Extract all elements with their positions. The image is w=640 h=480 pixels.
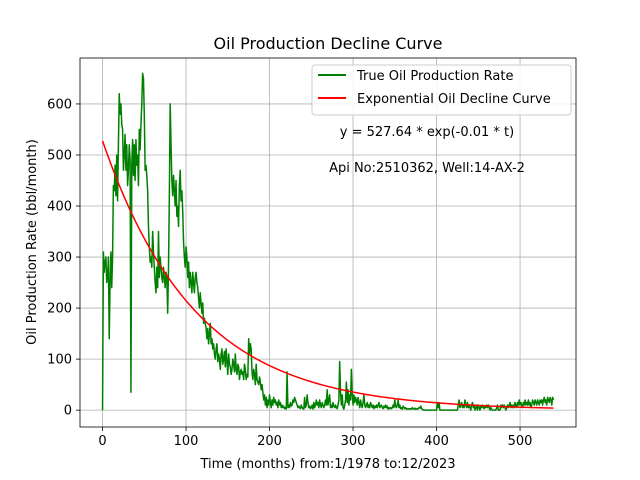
y-tick-label: 600 [47, 97, 72, 112]
legend-label-true-rate: True Oil Production Rate [356, 69, 513, 84]
series-layer [101, 72, 555, 411]
y-tick-label: 100 [47, 353, 72, 368]
x-tick-label: 500 [508, 434, 533, 449]
y-tick-label: 400 [47, 200, 72, 215]
exponential-decline-curve-line [101, 140, 554, 409]
y-axis-label: Oil Production Rate (bbl/month) [25, 139, 40, 345]
plot-area-background [80, 58, 576, 427]
true-oil-production-rate-line [101, 72, 555, 411]
x-tick-label: 400 [424, 434, 449, 449]
legend: True Oil Production Rate Exponential Oil… [311, 64, 572, 116]
y-tick-label: 0 [64, 404, 72, 419]
x-tick-label: 200 [257, 434, 282, 449]
x-tick-label: 0 [98, 434, 106, 449]
x-tick-label: 100 [174, 434, 199, 449]
x-tick-label: 300 [341, 434, 366, 449]
y-tick-label: 200 [47, 302, 72, 317]
well-info-annotation: Api No:2510362, Well:14-AX-2 [329, 161, 525, 176]
chart-title: Oil Production Decline Curve [214, 34, 443, 53]
y-axis-ticks: 0 100 200 300 400 500 600 [47, 97, 80, 419]
plot-frame [79, 57, 577, 428]
y-tick-label: 500 [47, 148, 72, 163]
x-axis-label: Time (months) from:1/1978 to:12/2023 [199, 457, 455, 472]
legend-box [311, 64, 572, 116]
legend-label-decline-curve: Exponential Oil Decline Curve [357, 92, 551, 107]
fit-equation-annotation: y = 527.64 * exp(-0.01 * t) [340, 125, 514, 140]
y-tick-label: 300 [47, 251, 72, 266]
x-axis-ticks: 0 100 200 300 400 500 [98, 427, 532, 449]
